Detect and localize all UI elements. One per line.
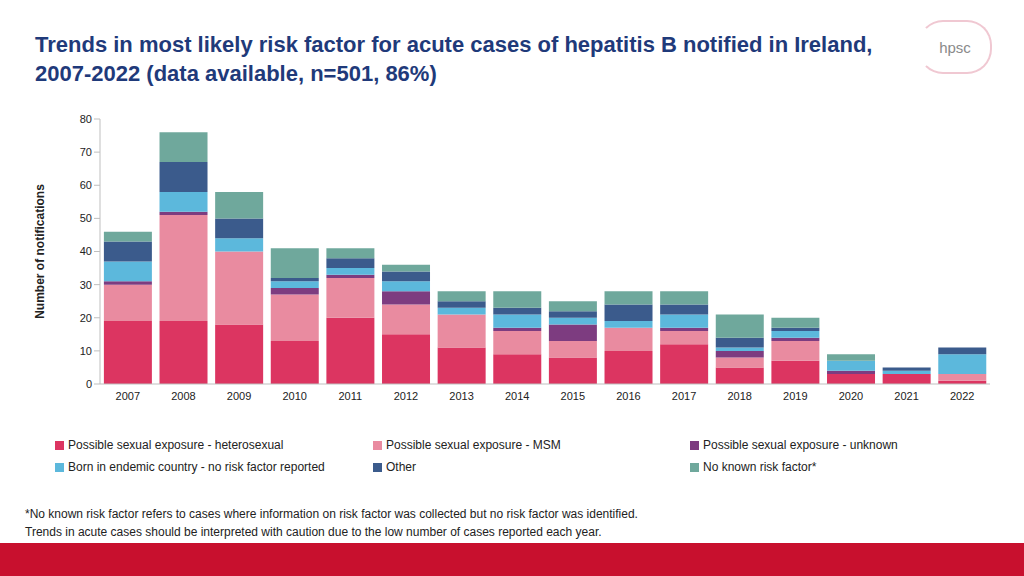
svg-text:2009: 2009: [227, 390, 251, 402]
svg-text:40: 40: [80, 245, 92, 257]
svg-text:2010: 2010: [282, 390, 306, 402]
html-text:Possible sexual exposure - het: Possible sexual exposure - heterosexual: [68, 438, 284, 452]
html-text:Possible sexual exposure - MSM: Possible sexual exposure - MSM: [386, 438, 561, 452]
html-text:Born in endemic country - no r: Born in endemic country - no risk factor…: [68, 460, 325, 474]
svg-text:30: 30: [80, 279, 92, 291]
svg-text:2007: 2007: [116, 390, 140, 402]
svg-text:2008: 2008: [171, 390, 195, 402]
svg-text:2020: 2020: [839, 390, 863, 402]
svg-text:70: 70: [80, 146, 92, 158]
svg-text:2022: 2022: [950, 390, 974, 402]
svg-text:2014: 2014: [505, 390, 529, 402]
svg-text:20: 20: [80, 312, 92, 324]
svg-text:2021: 2021: [894, 390, 918, 402]
svg-text:2013: 2013: [449, 390, 473, 402]
svg-text:2015: 2015: [561, 390, 585, 402]
html-text:hpsc: hpsc: [939, 38, 971, 56]
svg-text:2011: 2011: [338, 390, 362, 402]
svg-text:50: 50: [80, 212, 92, 224]
svg-text:2012: 2012: [394, 390, 418, 402]
html-text:No known risk factor*: No known risk factor*: [703, 460, 817, 474]
html-text:Other: Other: [386, 460, 416, 474]
svg-text:Number of notifications: Number of notifications: [33, 184, 47, 319]
svg-text:2016: 2016: [616, 390, 640, 402]
svg-text:10: 10: [80, 345, 92, 357]
svg-text:60: 60: [80, 179, 92, 191]
html-text:Trends in most likely risk fac: Trends in most likely risk factor for ac…: [35, 32, 873, 86]
svg-text:2017: 2017: [672, 390, 696, 402]
svg-text:2018: 2018: [727, 390, 751, 402]
svg-text:0: 0: [86, 378, 92, 390]
html-text:Possible sexual exposure - unk: Possible sexual exposure - unknown: [703, 438, 898, 452]
html-text:*No known risk factor refers t: *No known risk factor refers to cases wh…: [25, 507, 638, 521]
svg-text:2019: 2019: [783, 390, 807, 402]
svg-text:80: 80: [80, 113, 92, 125]
html-text:Trends in acute cases should b: Trends in acute cases should be interpre…: [25, 525, 602, 539]
